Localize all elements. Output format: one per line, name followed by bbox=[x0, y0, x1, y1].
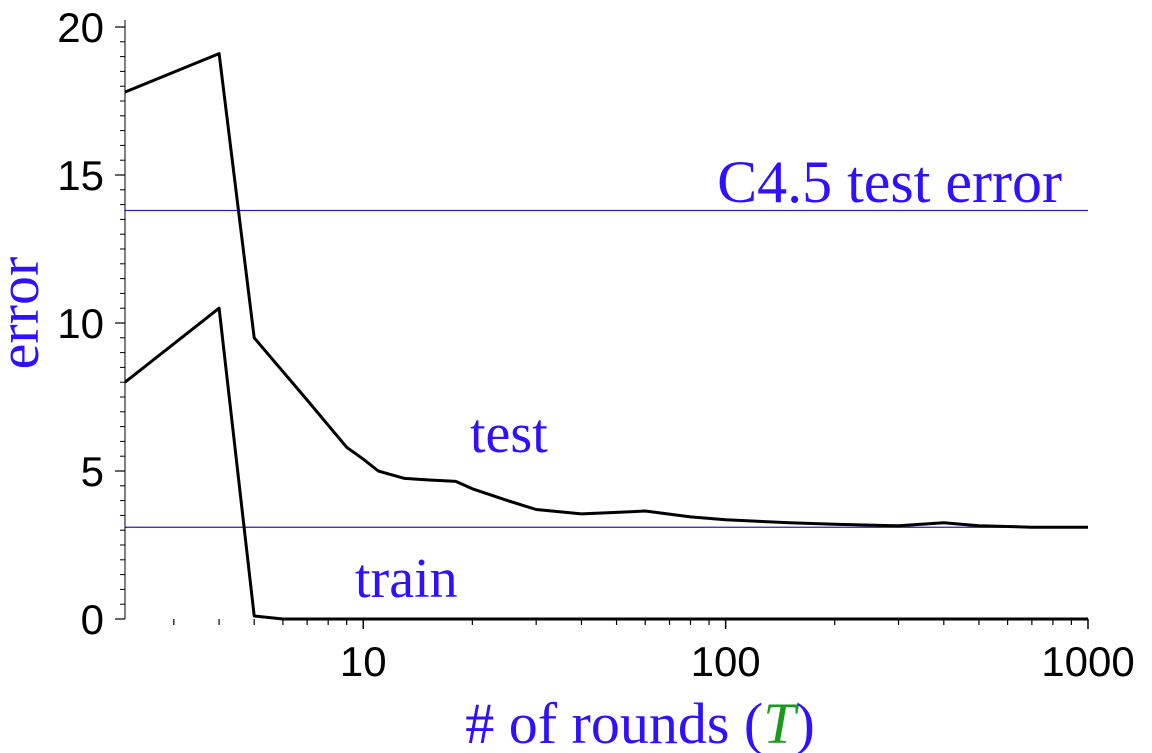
y-tick-label-5: 5 bbox=[81, 448, 104, 495]
x-axis-label-suffix: ) bbox=[795, 691, 814, 753]
y-tick-label-0: 0 bbox=[81, 596, 104, 643]
x-axis-label-variable: T bbox=[763, 691, 799, 753]
y-tick-labels: 0 5 10 15 20 bbox=[57, 4, 104, 643]
x-axis-label: # of rounds (T) bbox=[465, 691, 815, 753]
reference-lines bbox=[125, 209, 1088, 528]
y-tick-label-10: 10 bbox=[57, 300, 104, 347]
x-tick-label-10: 10 bbox=[340, 638, 387, 685]
y-tick-label-15: 15 bbox=[57, 152, 104, 199]
x-tick-label-1000: 1000 bbox=[1041, 638, 1134, 685]
reference-line-label: C4.5 test error bbox=[717, 149, 1062, 215]
ticks bbox=[115, 26, 1089, 629]
series-test-line bbox=[124, 52, 1088, 529]
series-lines bbox=[124, 52, 1088, 621]
test-series-annotation: test bbox=[470, 403, 548, 465]
y-tick-label-20: 20 bbox=[57, 4, 104, 51]
x-axis-label-prefix: # of rounds ( bbox=[465, 691, 763, 753]
train-series-annotation: train bbox=[355, 548, 458, 610]
x-tick-label-100: 100 bbox=[691, 638, 761, 685]
x-tick-labels: 10 100 1000 bbox=[340, 638, 1135, 685]
y-axis-label: error bbox=[0, 257, 51, 370]
series-train-line bbox=[124, 306, 1088, 621]
